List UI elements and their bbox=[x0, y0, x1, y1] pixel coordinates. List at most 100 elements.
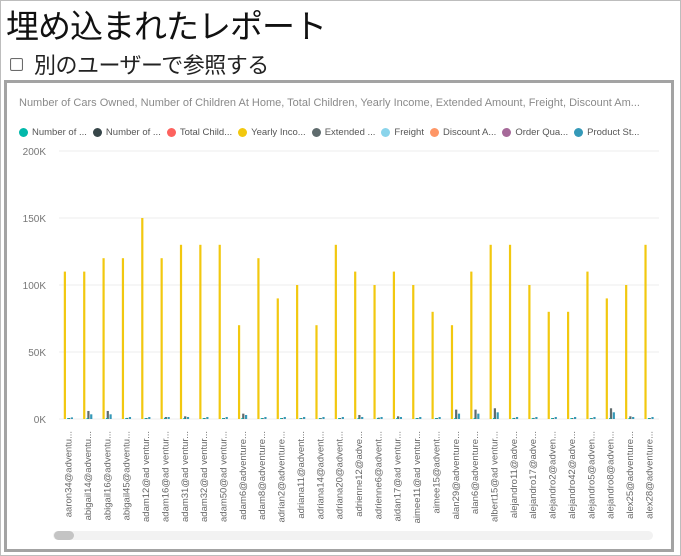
x-tick-label: adam31@ad ventur... bbox=[180, 431, 191, 522]
bar bbox=[129, 417, 131, 419]
x-tick-label: adam16@ad ventur... bbox=[160, 431, 171, 522]
x-tick-label: aimee11@ad ventur... bbox=[412, 431, 423, 523]
bar bbox=[548, 312, 550, 419]
bar bbox=[106, 418, 108, 419]
x-tick-label: abigail14@adventu... bbox=[83, 431, 94, 520]
bar bbox=[338, 418, 340, 419]
bar bbox=[590, 418, 592, 419]
bar bbox=[393, 272, 395, 419]
bar bbox=[315, 325, 317, 419]
bar bbox=[458, 414, 460, 419]
bar bbox=[412, 285, 414, 419]
page-title: 埋め込まれたレポート bbox=[6, 0, 326, 48]
y-tick-label: 0K bbox=[34, 415, 47, 426]
bar bbox=[651, 417, 653, 419]
horizontal-scrollbar-thumb[interactable] bbox=[54, 531, 74, 540]
bar bbox=[586, 272, 588, 419]
bar bbox=[477, 414, 479, 419]
bar bbox=[226, 417, 228, 419]
x-tick-label: abigail45@adventu... bbox=[122, 431, 133, 520]
bar bbox=[419, 417, 421, 419]
x-tick-label: alejandro42@adve... bbox=[567, 431, 578, 519]
x-tick-label: adriana11@advent... bbox=[296, 431, 307, 519]
bar bbox=[322, 417, 324, 419]
horizontal-scrollbar-track[interactable] bbox=[53, 531, 653, 540]
x-tick-label: adam32@ad ventur... bbox=[199, 431, 210, 522]
bar bbox=[180, 245, 182, 419]
bar bbox=[87, 411, 89, 419]
x-tick-label: alejandro5@adven... bbox=[586, 431, 597, 519]
bar bbox=[373, 285, 375, 419]
bar bbox=[102, 258, 104, 419]
y-tick-label: 100K bbox=[23, 281, 47, 292]
bar bbox=[555, 417, 557, 419]
bar bbox=[64, 272, 66, 419]
view-as-toggle[interactable]: 別のユーザーで参照する bbox=[10, 50, 269, 78]
x-tick-label: adriana20@advent... bbox=[335, 431, 346, 519]
bar bbox=[148, 417, 150, 419]
x-tick-label: adriana14@advent... bbox=[315, 431, 326, 519]
bar bbox=[206, 417, 208, 419]
bar bbox=[199, 245, 201, 419]
x-tick-label: adrienne12@adve... bbox=[354, 431, 365, 517]
bar bbox=[497, 412, 499, 419]
bar bbox=[377, 418, 379, 419]
bar bbox=[432, 312, 434, 419]
bar bbox=[400, 417, 402, 419]
bar bbox=[535, 417, 537, 419]
bar bbox=[71, 417, 73, 419]
bar bbox=[532, 418, 534, 419]
bar bbox=[574, 417, 576, 419]
x-tick-label: adrienne6@advent... bbox=[373, 431, 384, 519]
y-tick-label: 150K bbox=[23, 214, 47, 225]
x-tick-label: aidan17@ad ventur... bbox=[393, 431, 404, 521]
bar bbox=[512, 418, 514, 419]
bar bbox=[361, 417, 363, 419]
bar bbox=[474, 410, 476, 419]
bar bbox=[187, 417, 189, 419]
bar bbox=[516, 417, 518, 419]
bar bbox=[551, 418, 553, 419]
bar bbox=[396, 418, 398, 419]
bar bbox=[264, 417, 266, 419]
x-tick-label: aimee15@advent... bbox=[431, 431, 442, 514]
x-tick-label: adam50@ad ventur... bbox=[219, 431, 230, 522]
bar bbox=[67, 418, 69, 419]
bar bbox=[222, 418, 224, 419]
bar bbox=[241, 418, 243, 419]
bar bbox=[203, 418, 205, 419]
bar bbox=[303, 417, 305, 419]
bar bbox=[284, 417, 286, 419]
bar bbox=[632, 417, 634, 419]
bar bbox=[490, 245, 492, 419]
x-tick-label: adam8@adventure... bbox=[257, 431, 268, 520]
bar bbox=[628, 418, 630, 419]
view-as-checkbox[interactable] bbox=[10, 58, 23, 71]
bar bbox=[358, 418, 360, 419]
chart-plot: 200K 150K 100K 50K 0K aaron34@adventu... abiga… bbox=[7, 83, 671, 549]
bar bbox=[610, 408, 612, 419]
bar bbox=[299, 418, 301, 419]
bar bbox=[644, 245, 646, 419]
bar bbox=[593, 417, 595, 419]
x-tick-label: adrian2@adventure... bbox=[277, 431, 288, 523]
bar bbox=[454, 418, 456, 419]
bar bbox=[335, 245, 337, 419]
x-tick-label: adam12@ad ventur... bbox=[141, 431, 152, 522]
bar bbox=[87, 418, 89, 419]
bar bbox=[570, 418, 572, 419]
bar bbox=[83, 272, 85, 419]
bar bbox=[141, 218, 143, 419]
bar bbox=[435, 418, 437, 419]
bar bbox=[439, 417, 441, 419]
x-tick-label: aaron34@adventu... bbox=[64, 431, 75, 517]
bar bbox=[354, 272, 356, 419]
report-frame: Number of Cars Owned, Number of Children… bbox=[4, 80, 674, 552]
bar bbox=[609, 418, 611, 419]
bar bbox=[613, 412, 615, 419]
bar bbox=[319, 418, 321, 419]
bar bbox=[122, 258, 124, 419]
bar bbox=[528, 285, 530, 419]
x-tick-label: albert15@ad ventur... bbox=[489, 431, 500, 522]
bar bbox=[277, 298, 279, 419]
